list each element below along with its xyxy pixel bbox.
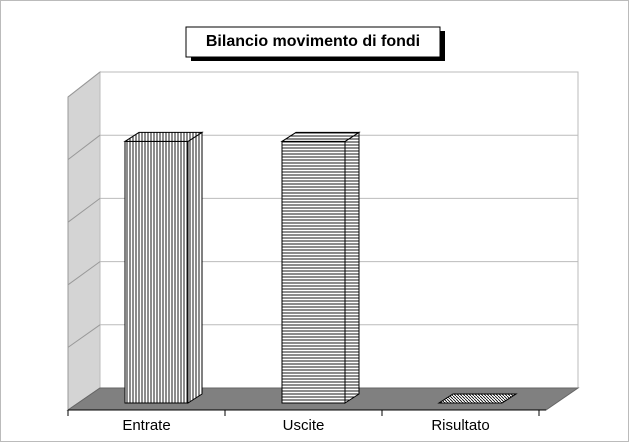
bar-top (123, 131, 204, 142)
bar-front (124, 140, 189, 404)
x-tick-label: Entrate (122, 417, 170, 434)
bar-top (437, 393, 518, 404)
bar-front (281, 140, 346, 404)
bar-side (344, 131, 360, 404)
x-tick-label: Uscite (283, 417, 325, 434)
side-grid-line (67, 324, 101, 348)
bar (280, 131, 361, 404)
title-box (185, 26, 441, 58)
side-grid-line (67, 71, 101, 98)
bar-top (280, 131, 361, 142)
side-grid-line (67, 197, 101, 223)
side-grid-line (67, 261, 101, 286)
bar (437, 393, 518, 404)
bar-side (187, 131, 203, 404)
chart-title: Bilancio movimento di fondi (206, 33, 420, 50)
bar (123, 131, 204, 404)
side-wall (67, 70, 101, 411)
side-grid-line (67, 134, 101, 160)
x-tick-label: Risultato (431, 417, 489, 434)
